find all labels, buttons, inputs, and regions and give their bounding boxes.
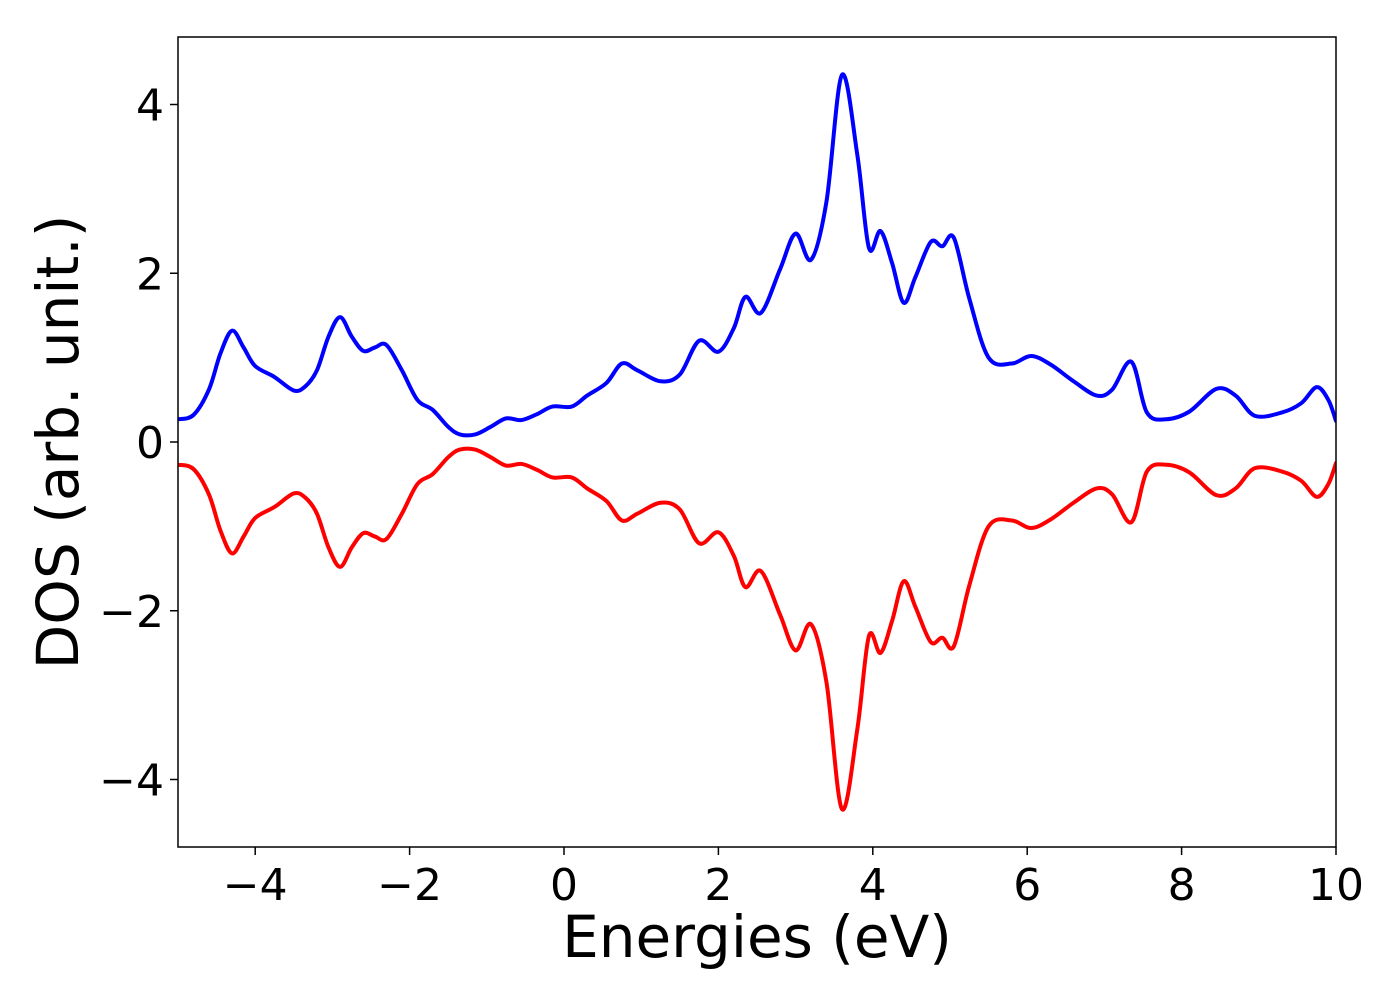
x-tick-label: 10 (1308, 860, 1364, 911)
dos-spin-up-line (178, 72, 1336, 438)
y-tick-label: −2 (99, 587, 164, 638)
series-layer (178, 72, 1336, 812)
y-tick-label: −4 (99, 756, 164, 807)
y-axis-ticks: −4 −2 0 2 4 (99, 81, 178, 807)
x-tick-label: 8 (1168, 860, 1196, 911)
y-axis-label: DOS (arb. unit.) (24, 215, 92, 670)
dos-spin-down-line (178, 446, 1336, 812)
plot-frame (177, 36, 1337, 848)
y-tick-label: 0 (136, 418, 164, 469)
x-tick-label: 0 (550, 860, 578, 911)
y-tick-label: 2 (136, 249, 164, 300)
x-tick-label: 4 (859, 860, 887, 911)
x-tick-label: 2 (704, 860, 732, 911)
x-axis-label: Energies (eV) (562, 903, 952, 971)
y-tick-label: 4 (136, 81, 164, 132)
x-tick-label: −2 (377, 860, 442, 911)
x-axis-ticks: −4 −2 0 2 4 6 8 10 (223, 847, 1364, 911)
x-tick-label: −4 (223, 860, 288, 911)
x-tick-label: 6 (1013, 860, 1041, 911)
